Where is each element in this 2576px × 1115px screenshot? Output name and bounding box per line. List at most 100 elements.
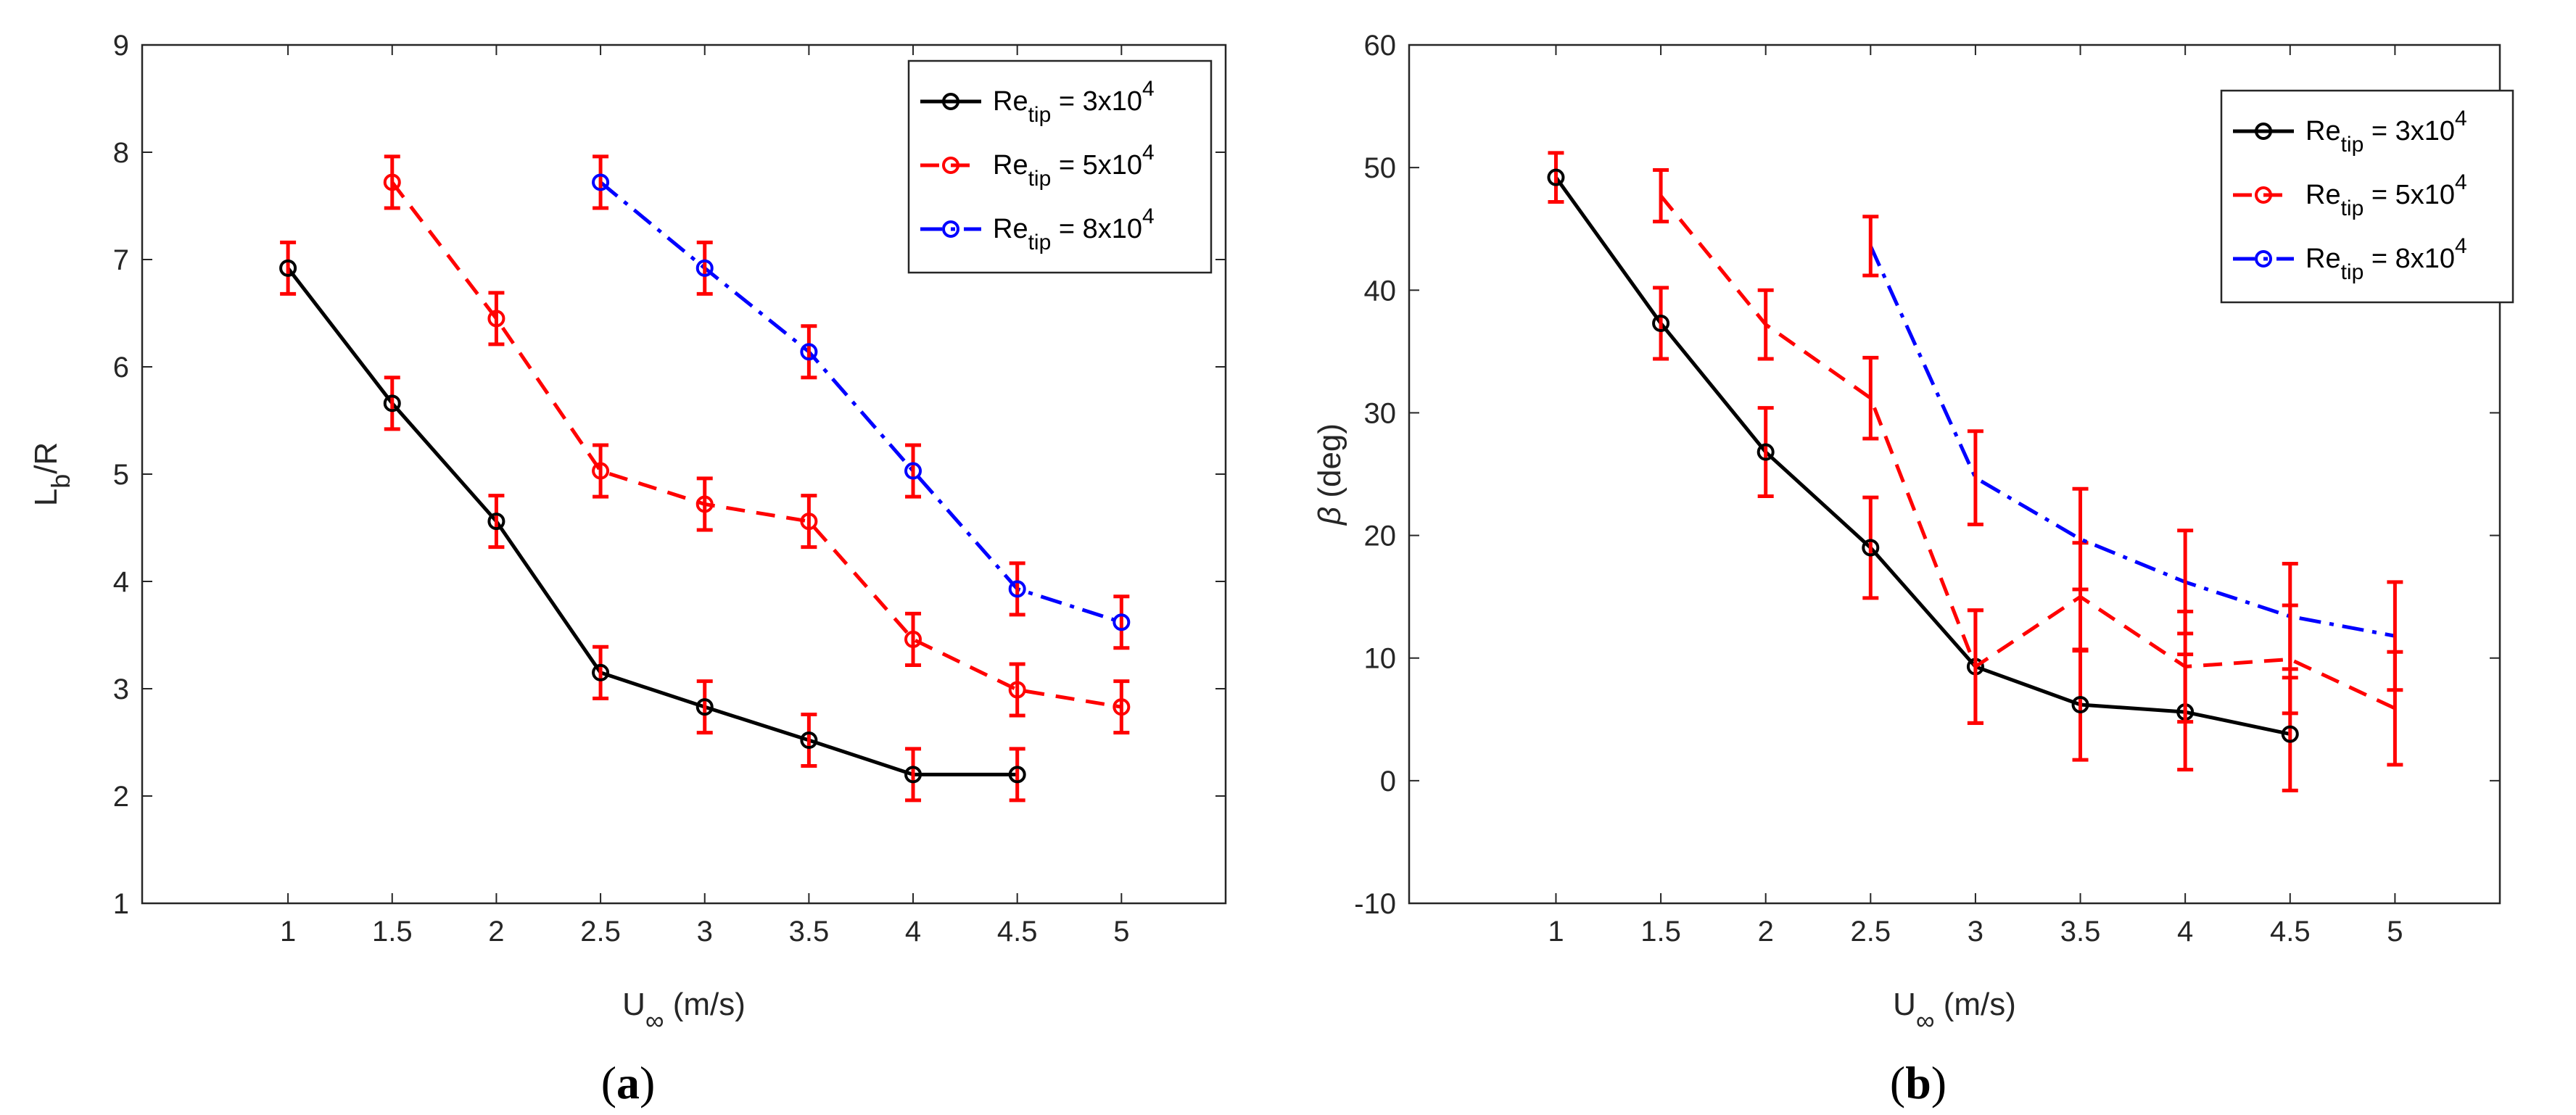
error-bar bbox=[488, 291, 505, 347]
data-point bbox=[800, 731, 818, 750]
error-bar bbox=[1757, 406, 1774, 498]
y-tick-label: 9 bbox=[113, 30, 129, 62]
panel-paren-open: ( bbox=[1890, 1057, 1905, 1108]
data-point bbox=[383, 173, 401, 191]
x-tick-label: 1 bbox=[280, 916, 296, 948]
series-3 bbox=[1862, 215, 2403, 692]
error-bar bbox=[1113, 594, 1130, 650]
data-point bbox=[592, 462, 610, 480]
error-bar bbox=[1548, 151, 1564, 204]
legend-label-sup: 4 bbox=[1142, 77, 1155, 101]
legend-marker bbox=[2255, 250, 2272, 268]
legend-label-mid: = 5x10 bbox=[1051, 150, 1142, 181]
legend-label-sub: tip bbox=[2341, 133, 2364, 157]
data-point bbox=[695, 259, 714, 277]
legend-label: Retip = 5x104 bbox=[2305, 170, 2467, 220]
x-axis-label: U∞ (m/s) bbox=[1893, 987, 2016, 1035]
error-bar bbox=[801, 324, 817, 380]
legend-label: Retip = 3x104 bbox=[993, 77, 1155, 127]
series-line bbox=[286, 267, 1017, 776]
x-tick-label: 2.5 bbox=[1851, 916, 1891, 948]
legend-label-sup: 4 bbox=[2455, 107, 2467, 130]
data-point bbox=[1547, 168, 1565, 186]
data-point bbox=[592, 663, 610, 681]
y-tick-label: 50 bbox=[1364, 152, 1397, 184]
panel-paren-open: ( bbox=[601, 1057, 616, 1108]
y-axis-label: Lb/R bbox=[28, 442, 75, 507]
y-tick-label: 20 bbox=[1364, 521, 1397, 552]
data-point bbox=[487, 513, 505, 531]
legend: Retip = 3x104 Retip = 5x104 Retip = 8x104 bbox=[2220, 89, 2514, 304]
legend-label-pre: Re bbox=[2305, 116, 2341, 146]
panel-paren-close: ) bbox=[640, 1057, 655, 1108]
data-point bbox=[695, 495, 714, 513]
series-line bbox=[1659, 194, 2396, 710]
legend-label-sub: tip bbox=[1028, 167, 1052, 191]
error-bar bbox=[801, 713, 817, 768]
legend-entry-3: Retip = 8x104 bbox=[920, 204, 1155, 254]
x-tick-label: 2 bbox=[488, 916, 504, 948]
error-bar bbox=[1967, 429, 1983, 526]
error-bar bbox=[1113, 679, 1130, 735]
error-bar bbox=[1009, 747, 1025, 803]
data-point bbox=[487, 310, 505, 328]
error-bar bbox=[1009, 662, 1025, 718]
series-line bbox=[390, 181, 1122, 709]
x-tick-label: 5 bbox=[2387, 916, 2403, 948]
error-bar bbox=[696, 240, 713, 296]
y-tick-label: 10 bbox=[1364, 643, 1397, 675]
data-point bbox=[1112, 698, 1131, 716]
x-tick-label: 3 bbox=[697, 916, 713, 948]
error-bar bbox=[801, 494, 817, 550]
panel-letter: b bbox=[1905, 1057, 1931, 1108]
series-3 bbox=[592, 154, 1131, 650]
error-bar bbox=[593, 443, 609, 499]
x-tick-label: 5 bbox=[1113, 916, 1129, 948]
error-bar bbox=[905, 443, 922, 499]
legend-label-sup: 4 bbox=[2455, 170, 2467, 194]
y-tick-label: 8 bbox=[113, 137, 129, 169]
error-bar bbox=[1862, 355, 1879, 441]
data-point bbox=[1008, 681, 1026, 699]
error-bar bbox=[1653, 286, 1669, 361]
legend-label-sub: tip bbox=[2341, 196, 2364, 220]
x-axis-label-unit: (m/s) bbox=[664, 987, 746, 1022]
legend-marker bbox=[942, 220, 959, 238]
panel-letter: a bbox=[616, 1057, 640, 1108]
data-point bbox=[1008, 766, 1026, 784]
y-tick-label: 3 bbox=[113, 673, 129, 705]
y-axis-label-sub: b bbox=[46, 474, 75, 489]
data-point bbox=[383, 394, 401, 413]
data-point bbox=[1652, 314, 1670, 332]
x-axis-label-main: U bbox=[622, 987, 645, 1022]
error-bar bbox=[905, 747, 922, 803]
error-bar bbox=[384, 154, 400, 210]
y-tick-label: 0 bbox=[1380, 766, 1396, 797]
legend-label: Retip = 5x104 bbox=[993, 141, 1155, 191]
legend-label: Retip = 8x104 bbox=[993, 204, 1155, 254]
x-axis-label-main: U bbox=[1893, 987, 1916, 1022]
y-axis-label-main: β bbox=[1312, 507, 1347, 526]
x-tick-label: 4 bbox=[905, 916, 921, 948]
series-2 bbox=[383, 154, 1131, 735]
panel-label: (a) bbox=[601, 1057, 656, 1108]
error-bar bbox=[1009, 561, 1025, 617]
legend-label: Retip = 8x104 bbox=[2305, 234, 2467, 284]
legend-label-sup: 4 bbox=[1142, 141, 1155, 165]
legend-label-mid: = 8x10 bbox=[1051, 214, 1142, 244]
legend-label: Retip = 3x104 bbox=[2305, 107, 2467, 157]
error-bar bbox=[696, 679, 713, 735]
error-bar bbox=[1862, 495, 1879, 600]
y-tick-label: 1 bbox=[113, 888, 129, 920]
error-bar bbox=[2072, 486, 2089, 592]
data-point bbox=[592, 173, 610, 191]
data-point bbox=[695, 698, 714, 716]
y-tick-label: 2 bbox=[113, 781, 129, 813]
error-bar bbox=[1653, 168, 1669, 224]
error-bar bbox=[593, 644, 609, 700]
y-tick-label: 40 bbox=[1364, 275, 1397, 307]
legend-label-sub: tip bbox=[1028, 103, 1052, 127]
legend-marker bbox=[2255, 186, 2272, 204]
legend-label-pre: Re bbox=[993, 214, 1028, 244]
